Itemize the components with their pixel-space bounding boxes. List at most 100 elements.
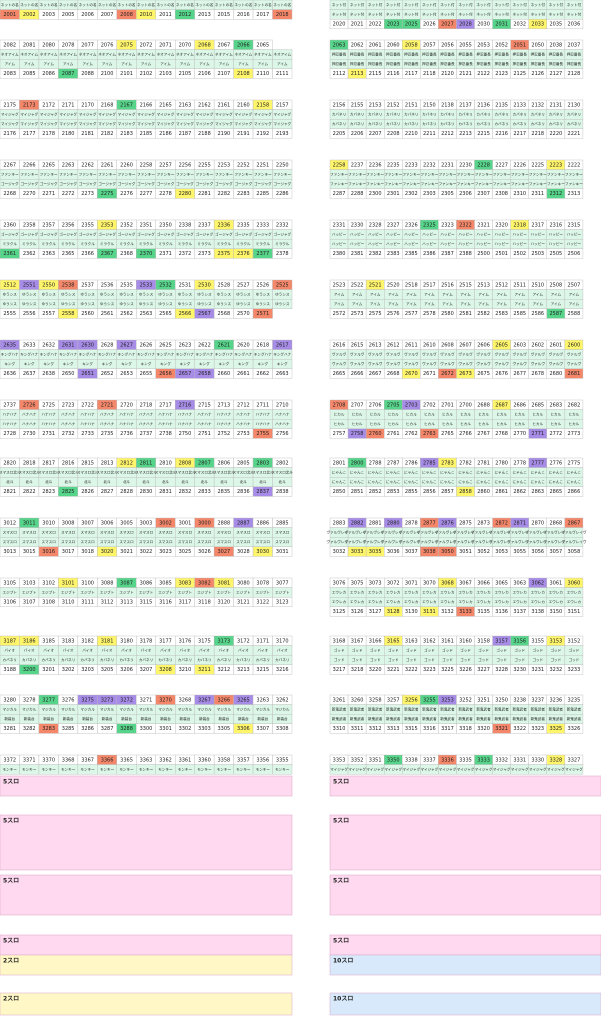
machine-number: 2705 xyxy=(387,402,400,408)
machine-name: 新鬼武者 xyxy=(549,716,564,721)
machine-number: 2557 xyxy=(42,311,55,317)
machine-name: ファンキー xyxy=(195,171,213,176)
machine-number: 2860 xyxy=(477,489,490,495)
machine-name: モンキー xyxy=(41,767,56,771)
machine-name: ゴージャグ xyxy=(157,181,175,186)
machine-number: 2507 xyxy=(568,282,581,288)
machine-number: 2667 xyxy=(369,371,382,377)
machine-name: バイオ xyxy=(218,647,229,652)
machine-number: 2706 xyxy=(369,402,382,408)
machine-number: 3252 xyxy=(459,697,472,703)
machine-number: 2851 xyxy=(351,489,364,495)
machine-number: 3108 xyxy=(42,600,55,606)
machine-name: アイム xyxy=(514,301,525,306)
machine-number: 2878 xyxy=(405,520,418,526)
machine-name: スマスロ xyxy=(236,529,251,534)
machine-name: スマスロ北斗 xyxy=(57,469,79,474)
machine-name: ゴッド xyxy=(370,647,381,652)
machine-name: ヴァルヴ xyxy=(368,351,383,356)
machine-cell xyxy=(272,546,293,557)
machine-name: カバネリ xyxy=(476,111,490,116)
machine-number: 2005 xyxy=(62,12,75,18)
machine-number: 2313 xyxy=(568,191,581,197)
machine-name: ゴッド xyxy=(496,647,507,652)
machine-number: 3178 xyxy=(140,638,153,644)
machine-name: ネットの名 xyxy=(195,2,213,7)
machine-number: 2701 xyxy=(441,402,454,408)
machine-number: 2521 xyxy=(369,282,382,288)
machine-number: 2218 xyxy=(531,131,544,137)
machine-name: エジプト xyxy=(275,589,290,594)
machine-name: キング xyxy=(257,361,268,366)
machine-name: ゴッド xyxy=(388,647,399,652)
machine-name: ハナハナ xyxy=(256,421,271,426)
machine-number: 2276 xyxy=(120,191,133,197)
machine-number: 2205 xyxy=(333,131,346,137)
machine-number: 2651 xyxy=(81,371,94,377)
machine-number: 2207 xyxy=(369,131,382,137)
machine-number: 2812 xyxy=(120,460,133,466)
machine-name: ゴージャグ xyxy=(273,231,291,236)
machine-number: 3337 xyxy=(423,757,436,763)
machine-name: マイジャグ xyxy=(98,111,116,116)
machine-name: エジプト xyxy=(197,589,212,594)
machine-name: 新鬼武者 xyxy=(513,716,528,721)
machine-number: 2863 xyxy=(531,489,544,495)
machine-number: 2305 xyxy=(441,191,454,197)
machine-number: 2637 xyxy=(23,371,36,377)
machine-name: ミラクル xyxy=(178,241,193,246)
machine-number: 2712 xyxy=(237,402,250,408)
machine-name: カバネリ xyxy=(61,657,75,662)
machine-name: ゴッド xyxy=(569,647,580,652)
section xyxy=(0,934,293,956)
machine-number: 2007 xyxy=(101,12,114,18)
machine-number: 2876 xyxy=(441,520,454,526)
machine-name: ファンキー xyxy=(366,171,384,176)
machine-name: ミラクル xyxy=(100,241,115,246)
machine-name: にゃんこ xyxy=(422,479,436,484)
machine-number: 2807 xyxy=(198,460,211,466)
machine-number: 3035 xyxy=(369,549,382,555)
machine-name: 押忍番長 xyxy=(494,61,509,66)
machine-name: ヒカル xyxy=(334,411,345,416)
machine-number: 2613 xyxy=(369,342,382,348)
machine-name: ハッピー xyxy=(458,231,473,236)
machine-number: 2018 xyxy=(276,12,289,18)
machine-name: マイジャグ xyxy=(176,111,194,116)
machine-name: エウレカ xyxy=(549,599,564,604)
machine-number: 3255 xyxy=(423,697,436,703)
machine-number: 2166 xyxy=(140,102,153,108)
machine-name: エウレカ xyxy=(350,589,365,594)
machine-name: ファンキー xyxy=(529,181,547,186)
machine-number: 2856 xyxy=(423,489,436,495)
machine-name: ゴッド xyxy=(370,657,381,662)
machine-name: にゃんこ xyxy=(386,469,400,474)
machine-name: スマスロ xyxy=(275,529,290,534)
machine-number: 2088 xyxy=(81,71,94,77)
machine-number: 2668 xyxy=(387,371,400,377)
machine-name: ハナハナ xyxy=(41,411,56,416)
machine-name: キング xyxy=(141,361,152,366)
machine-number: 3025 xyxy=(179,549,192,555)
machine-name: アイム xyxy=(424,301,435,306)
machine-number: 3210 xyxy=(179,667,192,673)
machine-name: 新装台 xyxy=(160,716,171,721)
machine-name: アイム xyxy=(514,291,525,296)
machine-name: キング xyxy=(160,361,171,366)
machine-name: ネット付 xyxy=(494,11,509,16)
machine-name: スマスロ xyxy=(119,529,134,534)
machine-number: 3100 xyxy=(81,580,94,586)
machine-number: 2702 xyxy=(423,402,436,408)
machine-name: ネット付 xyxy=(386,2,401,7)
machine-number: 3283 xyxy=(42,726,55,732)
machine-number: 3103 xyxy=(23,580,36,586)
machine-number: 2211 xyxy=(423,131,436,137)
machine-name: 押忍番長 xyxy=(422,51,437,56)
machine-name: 押忍番長 xyxy=(386,61,401,66)
machine-number: 2601 xyxy=(549,342,562,348)
machine-name: アイム xyxy=(533,301,544,306)
machine-number: 2318 xyxy=(513,222,526,228)
machine-number: 2657 xyxy=(179,371,192,377)
machine-number: 2766 xyxy=(459,431,472,437)
machine-number: 2788 xyxy=(369,460,382,466)
